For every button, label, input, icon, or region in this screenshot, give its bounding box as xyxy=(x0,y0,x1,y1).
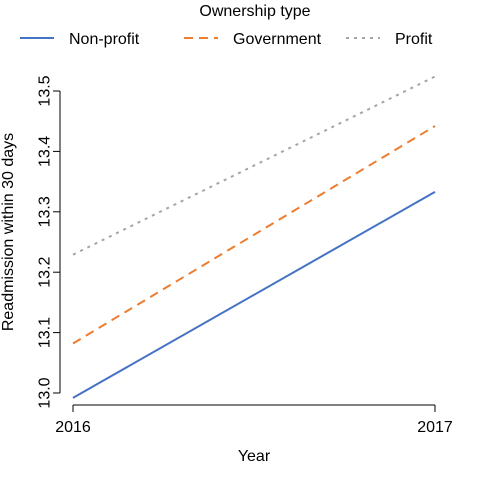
x-tick-label: 2017 xyxy=(417,419,453,436)
legend-item: Government xyxy=(184,31,322,48)
y-tick-label: 13.5 xyxy=(37,75,54,106)
legend-title: Ownership type xyxy=(199,3,310,20)
legend-label: Profit xyxy=(395,31,433,48)
legend-label: Government xyxy=(233,31,322,48)
series-line-profit xyxy=(73,77,435,255)
y-tick-label: 13.0 xyxy=(37,377,54,408)
legend-label: Non-profit xyxy=(69,31,140,48)
y-axis-title: Readmission within 30 days xyxy=(0,133,17,331)
x-axis-title: Year xyxy=(238,448,271,465)
legend-item: Non-profit xyxy=(20,31,140,48)
y-tick-label: 13.4 xyxy=(37,136,54,167)
y-tick-label: 13.1 xyxy=(37,317,54,348)
series-layer xyxy=(73,77,435,398)
y-tick-label: 13.3 xyxy=(37,196,54,227)
legend: Ownership type Non-profit Government Profi… xyxy=(20,3,433,48)
legend-item: Profit xyxy=(346,31,433,48)
series-line-non-profit xyxy=(73,192,435,398)
series-line-government xyxy=(73,126,435,343)
y-tick-label: 13.2 xyxy=(37,257,54,288)
x-tick-label: 2016 xyxy=(55,419,91,436)
